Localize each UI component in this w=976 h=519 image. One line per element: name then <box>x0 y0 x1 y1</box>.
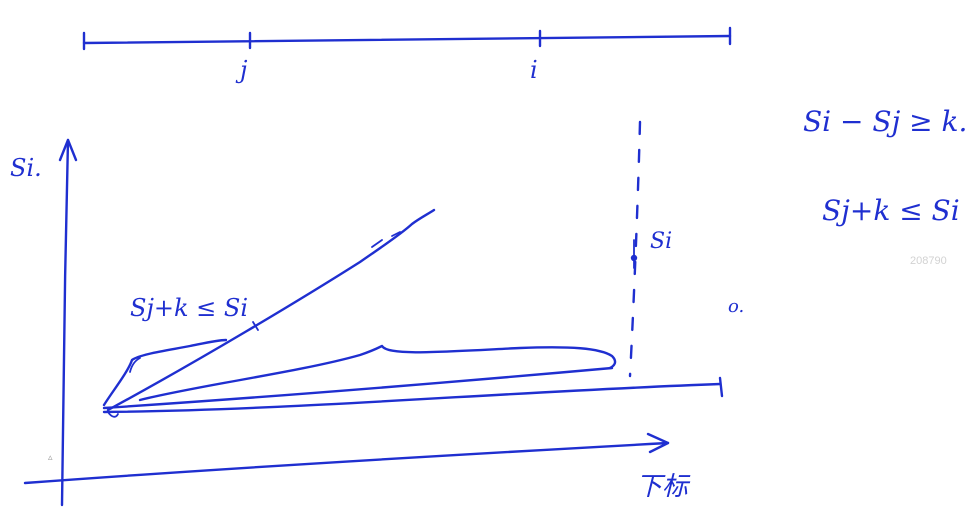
region-inner-curve <box>138 344 617 402</box>
region-baseline <box>102 382 722 414</box>
y-axis <box>60 138 70 507</box>
inequality-label: Sj+k ≤ Si <box>130 294 249 322</box>
region-baseline-end-tick <box>718 376 724 398</box>
note-line-1: Si − Sj ≥ k. <box>803 105 968 138</box>
diagonal-scribble <box>371 231 401 248</box>
stray-glyph: ▵ <box>48 452 53 462</box>
diagonal-tick <box>252 321 259 331</box>
number-line <box>82 26 732 51</box>
si-point-label: Si <box>650 229 673 254</box>
tick-label-i: i <box>530 56 538 84</box>
x-axis <box>23 441 670 485</box>
diagonal-line <box>106 208 436 412</box>
vertical-dashed-line <box>628 120 642 378</box>
x-axis-label: 下标 <box>636 472 689 502</box>
region-base-hook <box>107 411 119 418</box>
stray-mark: o. <box>728 296 745 317</box>
number-line-axis <box>82 34 732 45</box>
tick-label-j: j <box>240 56 248 84</box>
region-upper-wiggle <box>129 357 141 373</box>
watermark: 208790 <box>910 255 947 267</box>
region-lower-curve <box>102 366 614 410</box>
y-axis-arrowhead <box>58 138 78 162</box>
note-line-2: Sj+k ≤ Si <box>822 194 960 227</box>
region-upper-curve <box>102 338 228 407</box>
y-axis-label: Si. <box>10 154 42 182</box>
x-axis-arrowhead <box>646 432 670 454</box>
